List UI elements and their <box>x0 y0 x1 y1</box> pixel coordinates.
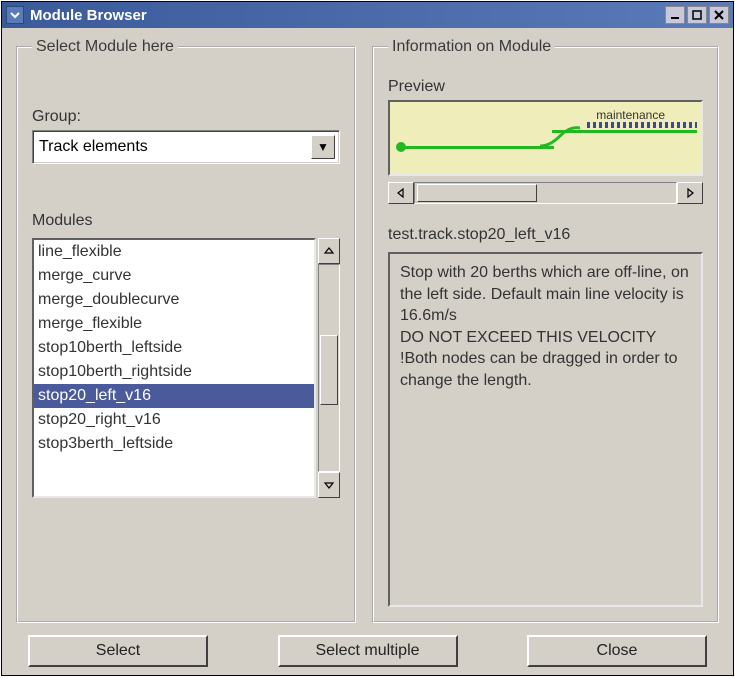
preview-label: Preview <box>388 78 703 96</box>
client-area: Select Module here Group: Track elements… <box>2 28 733 675</box>
window-title: Module Browser <box>30 7 665 24</box>
scroll-track[interactable] <box>318 264 340 472</box>
group-combobox[interactable]: Track elements ▼ <box>32 130 340 164</box>
app-icon <box>6 6 24 24</box>
close-window-button[interactable] <box>709 6 729 24</box>
button-row: Select Select multiple Close <box>16 623 719 667</box>
chevron-down-icon[interactable]: ▼ <box>311 135 335 159</box>
modules-label: Modules <box>32 212 340 230</box>
preview-track-segment-2 <box>552 130 697 133</box>
module-item[interactable]: merge_doublecurve <box>34 288 314 312</box>
scroll-left-button[interactable] <box>388 182 414 204</box>
module-browser-window: Module Browser Select Module here Group:… <box>1 1 734 676</box>
preview-annotation: maintenance <box>596 108 665 122</box>
group-combobox-value: Track elements <box>39 138 148 156</box>
group-label: Group: <box>32 108 340 126</box>
module-item[interactable]: merge_curve <box>34 264 314 288</box>
maximize-button[interactable] <box>687 6 707 24</box>
modules-container: line_flexiblemerge_curvemerge_doublecurv… <box>32 238 340 498</box>
select-module-legend: Select Module here <box>32 38 178 56</box>
select-button[interactable]: Select <box>28 635 208 667</box>
module-path: test.track.stop20_left_v16 <box>388 226 703 244</box>
module-item[interactable]: line_flexible <box>34 240 314 264</box>
information-legend: Information on Module <box>388 38 555 56</box>
panels: Select Module here Group: Track elements… <box>16 38 719 623</box>
preview-track-segment <box>404 146 554 149</box>
preview-dashes <box>587 122 697 128</box>
scroll-thumb[interactable] <box>320 335 338 405</box>
modules-scrollbar[interactable] <box>318 238 340 498</box>
module-item[interactable]: stop3berth_leftside <box>34 432 314 456</box>
select-multiple-button[interactable]: Select multiple <box>278 635 458 667</box>
module-item[interactable]: stop10berth_leftside <box>34 336 314 360</box>
information-panel: Information on Module Preview maintenanc… <box>372 38 719 623</box>
modules-listbox[interactable]: line_flexiblemerge_curvemerge_doublecurv… <box>32 238 316 498</box>
module-item[interactable]: stop20_right_v16 <box>34 408 314 432</box>
preview-hscrollbar[interactable] <box>388 182 703 204</box>
module-description: Stop with 20 berths which are off-line, … <box>388 252 703 607</box>
close-button[interactable]: Close <box>527 635 707 667</box>
module-item[interactable]: stop10berth_rightside <box>34 360 314 384</box>
titlebar-buttons <box>665 6 729 24</box>
hscroll-thumb[interactable] <box>417 184 537 202</box>
module-item[interactable]: merge_flexible <box>34 312 314 336</box>
select-module-panel: Select Module here Group: Track elements… <box>16 38 356 623</box>
titlebar[interactable]: Module Browser <box>2 2 733 28</box>
preview-canvas: maintenance <box>388 100 703 176</box>
scroll-down-button[interactable] <box>318 472 340 498</box>
module-item[interactable]: stop20_left_v16 <box>34 384 314 408</box>
minimize-button[interactable] <box>665 6 685 24</box>
scroll-up-button[interactable] <box>318 238 340 264</box>
hscroll-track[interactable] <box>414 182 677 204</box>
scroll-right-button[interactable] <box>677 182 703 204</box>
